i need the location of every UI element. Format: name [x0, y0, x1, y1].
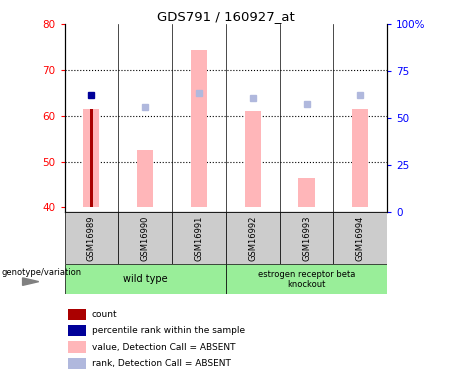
Text: value, Detection Call = ABSENT: value, Detection Call = ABSENT: [92, 342, 235, 351]
Bar: [191, 50, 207, 207]
Bar: [65, 212, 118, 264]
Text: GSM16989: GSM16989: [87, 215, 96, 261]
Text: genotype/variation: genotype/variation: [1, 268, 82, 277]
Bar: [352, 109, 368, 207]
Bar: [333, 212, 387, 264]
Bar: [280, 212, 333, 264]
Bar: [298, 178, 314, 207]
Title: GDS791 / 160927_at: GDS791 / 160927_at: [157, 10, 295, 23]
Bar: [118, 212, 172, 264]
Polygon shape: [23, 278, 39, 285]
Bar: [172, 212, 226, 264]
Bar: [68, 341, 86, 353]
Bar: [226, 212, 280, 264]
Bar: [137, 150, 153, 207]
Bar: [68, 309, 86, 320]
Bar: [89, 109, 93, 207]
Text: GSM16994: GSM16994: [356, 215, 365, 261]
Bar: [245, 111, 261, 207]
Bar: [83, 109, 100, 207]
Text: estrogen receptor beta
knockout: estrogen receptor beta knockout: [258, 270, 355, 289]
Text: GSM16993: GSM16993: [302, 215, 311, 261]
Bar: [65, 264, 226, 294]
Text: wild type: wild type: [123, 274, 167, 284]
Text: GSM16991: GSM16991: [195, 215, 203, 261]
Text: GSM16990: GSM16990: [141, 215, 150, 261]
Bar: [68, 358, 86, 369]
Bar: [226, 264, 387, 294]
Bar: [68, 325, 86, 336]
Text: rank, Detection Call = ABSENT: rank, Detection Call = ABSENT: [92, 359, 230, 368]
Text: GSM16992: GSM16992: [248, 215, 257, 261]
Text: percentile rank within the sample: percentile rank within the sample: [92, 326, 245, 335]
Text: count: count: [92, 310, 117, 319]
